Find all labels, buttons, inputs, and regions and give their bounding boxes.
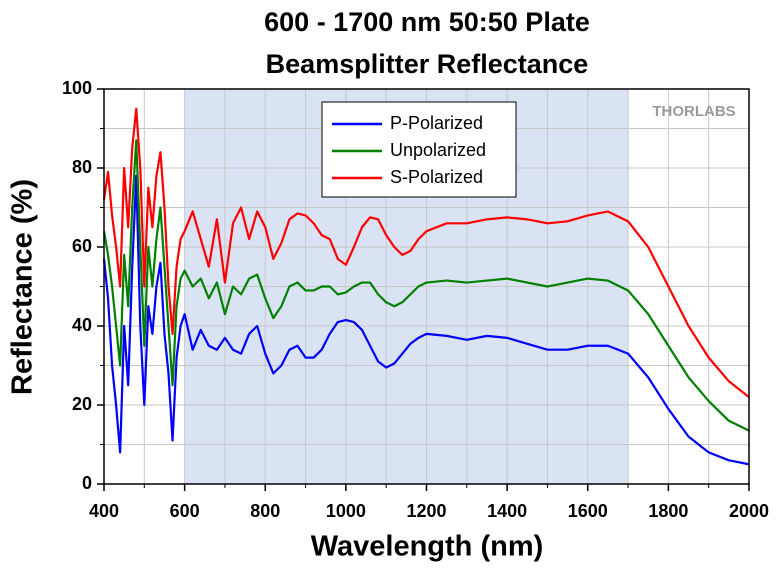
y-tick-label: 100: [62, 78, 92, 98]
x-tick-label: 600: [170, 501, 200, 521]
y-tick-label: 80: [72, 157, 92, 177]
legend-label: Unpolarized: [390, 140, 486, 160]
x-tick-label: 2000: [729, 501, 769, 521]
data-line: [102, 174, 750, 466]
legend-label: P-Polarized: [390, 113, 483, 133]
chart-title: Beamsplitter Reflectance: [266, 49, 589, 79]
y-axis-label: Reflectance (%): [7, 179, 39, 395]
x-tick-label: 1200: [406, 501, 446, 521]
x-axis-label: Wavelength (nm): [311, 531, 544, 563]
x-tick-label: 800: [250, 501, 280, 521]
y-tick-label: 40: [72, 315, 92, 335]
x-tick-label: 1800: [648, 501, 688, 521]
x-tick-label: 1600: [568, 501, 608, 521]
data-line: [102, 107, 750, 398]
x-tick-label: 1000: [326, 501, 366, 521]
data-line: [102, 139, 750, 432]
legend-box: [321, 101, 517, 198]
chart-title: 600 - 1700 nm 50:50 Plate: [264, 7, 590, 37]
x-tick-label: 1400: [487, 501, 527, 521]
y-tick-label: 0: [82, 473, 92, 493]
x-tick-label: 400: [89, 501, 119, 521]
y-tick-label: 60: [72, 236, 92, 256]
watermark: THORLABS: [652, 103, 735, 120]
legend-label: S-Polarized: [390, 167, 483, 187]
legend: P-Polarized Unpolarized S-Polarized: [321, 101, 517, 198]
y-tick-label: 20: [72, 394, 92, 414]
